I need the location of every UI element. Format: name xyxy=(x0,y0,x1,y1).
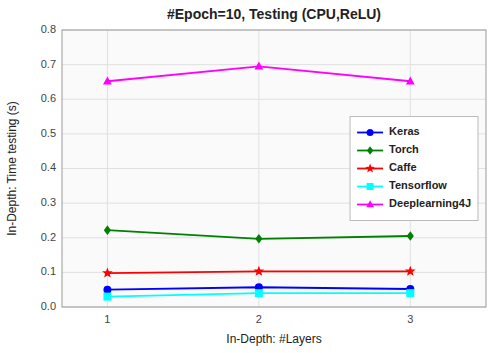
tick-label: 0.5 xyxy=(41,127,56,139)
tick-label: 1 xyxy=(104,313,110,325)
tick-label: 0.0 xyxy=(41,300,56,312)
tick-label: 2 xyxy=(256,313,262,325)
grid-line xyxy=(107,30,108,307)
point xyxy=(406,76,415,84)
tick-label: 0.2 xyxy=(41,231,56,243)
title: #Epoch=10, Testing (CPU,ReLU) xyxy=(167,6,381,22)
legend-label: Keras xyxy=(389,125,420,137)
series xyxy=(104,225,414,243)
tick-label: 0.6 xyxy=(41,92,56,104)
legend-label: Tensorflow xyxy=(389,179,447,191)
x-axis-label: In-Depth: #Layers xyxy=(226,332,321,346)
point xyxy=(405,266,416,276)
legend-label: Deeplearning4J xyxy=(389,197,471,209)
series xyxy=(103,62,415,85)
point xyxy=(103,293,111,301)
point xyxy=(254,266,265,276)
grid xyxy=(62,30,486,307)
plot-background xyxy=(62,30,486,307)
series xyxy=(103,289,414,300)
point xyxy=(254,62,263,70)
grid-line xyxy=(258,30,259,307)
point xyxy=(102,267,113,277)
plot-frame xyxy=(62,30,486,307)
legend-box xyxy=(350,117,478,221)
legend-label: Torch xyxy=(389,143,419,155)
grid-line xyxy=(62,64,486,65)
point xyxy=(255,289,263,297)
legend-marker xyxy=(366,200,374,207)
point xyxy=(255,234,262,244)
legend-marker xyxy=(367,129,374,136)
tick-label: 0.4 xyxy=(41,161,56,173)
grid-line xyxy=(62,99,486,100)
tick-label: 0.8 xyxy=(41,23,56,35)
point xyxy=(103,76,112,84)
series xyxy=(102,266,416,278)
grid-line xyxy=(62,272,486,273)
legend: Keras Torch Caffe Tensorflow Deeplearning4J xyxy=(350,117,478,221)
y-axis-label: In-Depth: Time testing (s) xyxy=(5,101,19,236)
tick-label: 0.1 xyxy=(41,265,56,277)
legend-label: Caffe xyxy=(389,161,417,173)
point xyxy=(407,231,414,241)
tick-label: 0.7 xyxy=(41,58,56,70)
legend-marker xyxy=(367,146,373,154)
tick-label: 3 xyxy=(407,313,413,325)
tick-label: 0.3 xyxy=(41,196,56,208)
point xyxy=(104,225,111,235)
legend-marker xyxy=(365,164,374,173)
point xyxy=(103,286,111,294)
legend-marker xyxy=(367,183,374,190)
point xyxy=(406,289,414,297)
chart: 0.0 0.1 0.2 0.3 0.4 0.5 0.6 0.7 0.8 1 2 3 #Epoch=10,… xyxy=(0,0,496,353)
